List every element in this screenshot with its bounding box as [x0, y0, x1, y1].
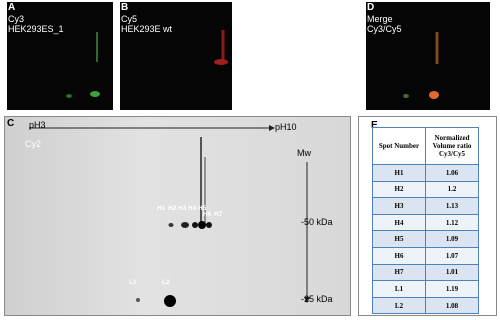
panel-letter: D [367, 2, 375, 13]
panel-a-image: A Cy3 HEK293ES_1 [7, 2, 113, 110]
spot-label: L2 [162, 279, 170, 286]
panel-c-gel: C pH3 pH10 Cy2 Mw -50 kDa -25 kDa H1 H2 H3… [4, 116, 351, 316]
spot [214, 59, 228, 65]
table-cell: H6 [372, 246, 426, 265]
spot [90, 91, 100, 97]
gel-image [29, 125, 310, 307]
spot-label: H3 [178, 205, 187, 212]
spot-label: H4 [188, 205, 197, 212]
spot-label: H2 [168, 205, 177, 212]
spot [206, 222, 212, 228]
table-row: H1 1.06 [372, 164, 479, 182]
table-cell: 1.01 [425, 263, 479, 282]
panel-letter: B [121, 2, 129, 13]
spot [429, 91, 439, 99]
table-cell: 1.06 [425, 164, 479, 182]
spot-label: H7 [214, 211, 223, 218]
table-row: H6 1.07 [372, 246, 479, 265]
sample-label: HEK293E wt [121, 24, 173, 34]
table-cell: 1.2 [425, 180, 479, 199]
marker-label: -25 kDa [301, 294, 333, 304]
spot-label: H6 [203, 211, 212, 218]
spot [198, 221, 206, 229]
panel-e: E Spot Number Normalized Volume ratio Cy… [358, 116, 497, 316]
panel-letter: E [371, 120, 378, 131]
table-cell: H4 [372, 213, 426, 232]
table-cell: H3 [372, 197, 426, 215]
spot [181, 222, 189, 228]
spot-label: H5 [198, 205, 207, 212]
mw-label: Mw [297, 148, 311, 158]
panel-a-spots [66, 32, 100, 98]
table-row: H7 1.01 [372, 263, 479, 282]
table-row: H2 1.2 [372, 180, 479, 199]
panel-b-image: B Cy5 HEK293E wt [120, 2, 243, 110]
table-cell: 1.13 [425, 197, 479, 215]
stain-label: Cy2 [25, 139, 42, 149]
panel-letter: C [7, 118, 15, 129]
marker-label: -50 kDa [301, 217, 333, 227]
spot-label: L1 [129, 279, 137, 286]
ratio-table: Spot Number Normalized Volume ratio Cy3/… [372, 127, 479, 315]
table-row: L2 1.08 [372, 296, 479, 315]
header-cell: Spot Number [372, 127, 426, 165]
channel-label: Merge [367, 14, 393, 24]
table-cell: L2 [372, 296, 426, 315]
spot-label: H1 [157, 205, 166, 212]
sample-label: Cy3/Cy5 [367, 24, 402, 34]
spot [168, 223, 174, 227]
spot [164, 295, 176, 307]
table-row: H3 1.13 [372, 197, 479, 215]
arrow-head [269, 125, 275, 131]
table-cell: H5 [372, 230, 426, 248]
channel-label: Cy5 [121, 14, 138, 24]
channel-label: Cy3 [8, 14, 25, 24]
table-cell: L1 [372, 280, 426, 298]
ph-start: pH3 [29, 120, 46, 130]
table-row: L1 1.19 [372, 280, 479, 298]
table-cell: 1.08 [425, 296, 479, 315]
spot [192, 222, 198, 228]
table-row: H4 1.12 [372, 213, 479, 232]
sample-label: HEK293ES_1 [8, 24, 64, 34]
panel-letter: A [8, 2, 16, 13]
table-row: H5 1.09 [372, 230, 479, 248]
arrow-head [304, 297, 310, 303]
spot [66, 94, 72, 98]
table-cell: H7 [372, 263, 426, 282]
table-cell: H2 [372, 180, 426, 199]
panel-d-spots [403, 32, 439, 99]
table-cell: 1.19 [425, 280, 479, 298]
table-cell: 1.07 [425, 246, 479, 265]
table-cell: 1.12 [425, 213, 479, 232]
ph-end: pH10 [275, 122, 297, 132]
spot [403, 94, 409, 98]
header-cell: Normalized Volume ratio Cy3/Cy5 [425, 127, 479, 165]
table-cell: H1 [372, 164, 426, 182]
table-cell: 1.09 [425, 230, 479, 248]
spot [136, 298, 140, 302]
panel-d-image: D Merge Cy3/Cy5 [366, 2, 490, 110]
